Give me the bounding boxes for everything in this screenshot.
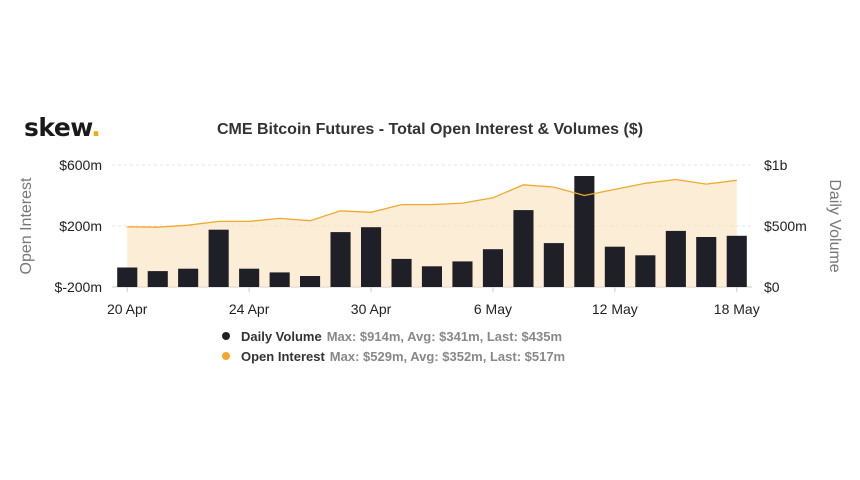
volume-bar [421,266,442,287]
x-tick-label: 6 May [474,301,512,317]
legend: Daily Volume Max: $914m, Avg: $341m, Las… [222,326,565,366]
chart-title: CME Bitcoin Futures - Total Open Interes… [216,121,644,138]
volume-bar [239,268,260,287]
legend-label: Open Interest [241,348,325,364]
volume-bar [178,268,199,287]
volume-bar [482,249,503,287]
x-tick-label: 20 Apr [107,301,148,317]
volume-bar [635,255,656,287]
legend-marker-open-interest [222,352,230,360]
volume-bar [696,237,717,287]
volume-bar [726,235,747,287]
legend-item-open-interest[interactable]: Open Interest Max: $529m, Avg: $352m, La… [222,346,565,366]
y-tick-label-right: $1b [764,157,788,173]
legend-label: Daily Volume [241,328,322,344]
y-tick-label-left: $-200m [55,279,102,295]
legend-item-daily-volume[interactable]: Daily Volume Max: $914m, Avg: $341m, Las… [222,326,565,346]
volume-bar [269,272,290,287]
volume-bar [574,176,595,287]
x-tick-label: 12 May [592,301,638,317]
volume-bar [147,271,168,287]
legend-stats: Max: $914m, Avg: $341m, Last: $435m [326,328,563,344]
logo-text: skew [24,113,92,142]
legend-stats: Max: $529m, Avg: $352m, Last: $517m [329,348,566,364]
x-tick-label: 30 Apr [351,301,392,317]
x-tick-label: 24 Apr [229,301,270,317]
x-tick-label: 18 May [714,301,760,317]
volume-bar [391,258,412,287]
volume-bar [117,267,138,287]
volume-bar [361,227,382,287]
legend-marker-daily-volume [222,332,230,340]
open-interest-line [127,178,737,228]
y-tick-label-right: $500m [764,218,807,234]
y-tick-label-left: $200m [59,218,102,234]
volume-bar [208,229,229,287]
volume-bar [665,230,686,287]
volume-bar [604,246,625,287]
volume-bar [513,210,534,287]
skew-logo: skew. [24,113,101,142]
volume-bar [452,261,473,287]
y-tick-label-left: $600m [59,157,102,173]
volume-bar [330,232,351,287]
volume-bar [543,243,564,287]
volume-bar [300,276,321,287]
logo-dot: . [91,113,101,142]
y-tick-label-right: $0 [764,279,780,295]
